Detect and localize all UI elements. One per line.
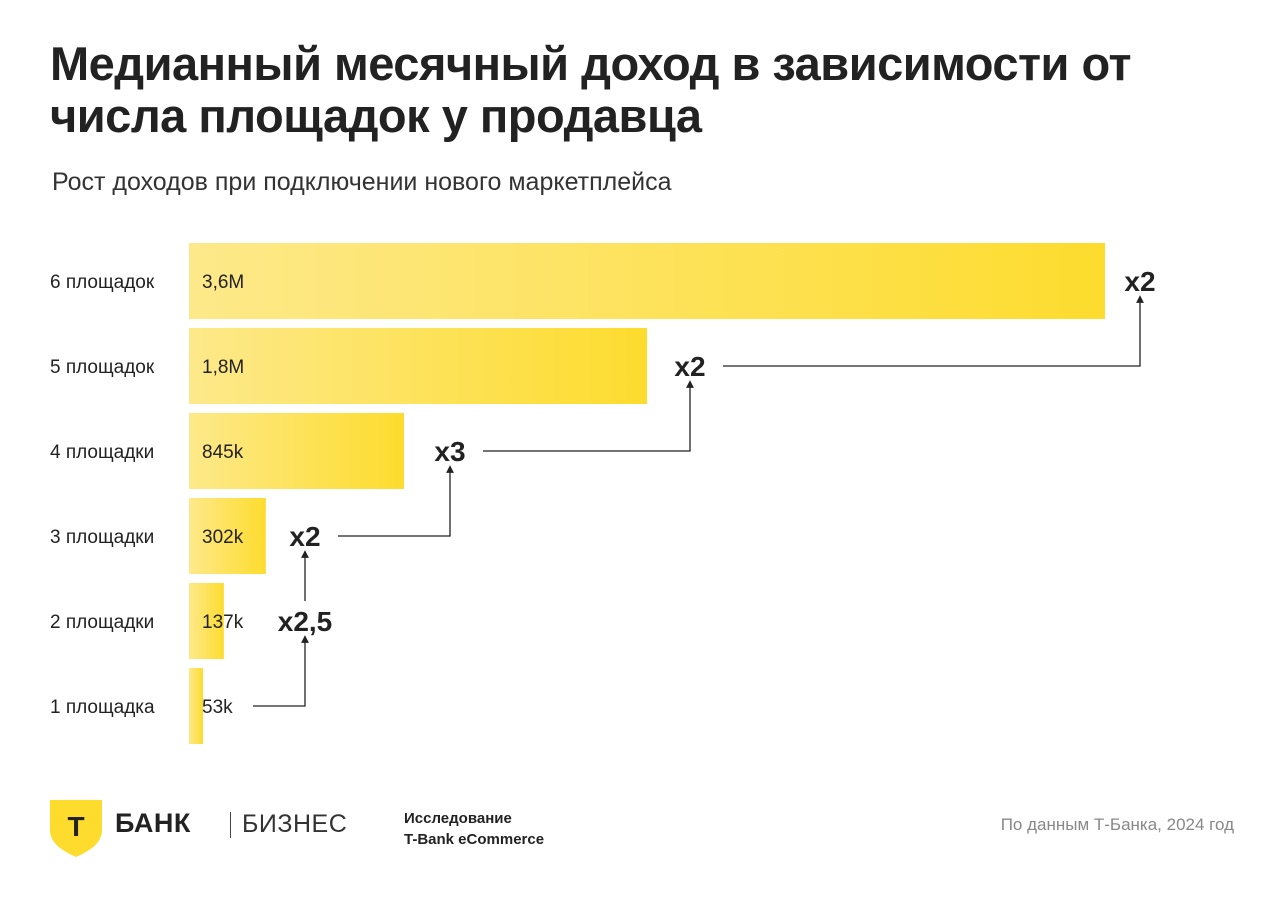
growth-multiplier-label: x2 xyxy=(674,351,705,382)
study-label: Исследование T-Bank eCommerce xyxy=(404,808,544,850)
growth-multiplier-label: x2,5 xyxy=(278,606,333,637)
category-label: 4 площадки xyxy=(50,442,154,463)
brand-name: БАНК xyxy=(115,808,191,838)
growth-arrow xyxy=(253,635,309,707)
logo-letter: Т xyxy=(67,811,84,842)
category-label: 1 площадка xyxy=(50,697,155,718)
bar xyxy=(189,413,405,489)
growth-arrow xyxy=(483,380,694,452)
category-label: 6 площадок xyxy=(50,272,155,293)
study-line-2: T-Bank eCommerce xyxy=(404,831,545,848)
category-label: 2 площадки xyxy=(50,612,154,633)
value-label: 302k xyxy=(202,527,244,548)
growth-multiplier-label: x2 xyxy=(289,521,320,552)
bar xyxy=(189,668,203,744)
bar xyxy=(189,498,266,574)
brand-divider xyxy=(230,812,231,838)
value-label: 137k xyxy=(202,612,244,633)
bar xyxy=(189,243,1105,319)
tbank-logo-icon: Т xyxy=(50,800,102,857)
value-label: 53k xyxy=(202,697,233,718)
bar xyxy=(189,583,224,659)
chart-subtitle: Рост доходов при подключении нового марк… xyxy=(52,168,672,196)
value-label: 845k xyxy=(202,442,244,463)
value-label: 1,8M xyxy=(202,357,244,378)
category-label: 5 площадок xyxy=(50,357,155,378)
value-label: 3,6M xyxy=(202,272,244,293)
source-note: По данным Т-Банка, 2024 год xyxy=(1000,815,1234,834)
bar-chart: 6 площадок 3,6M 5 площадок 1,8M 4 площадки 84… xyxy=(50,243,1156,744)
growth-multiplier-label: x3 xyxy=(434,436,465,467)
growth-arrow xyxy=(338,465,454,537)
growth-arrow xyxy=(723,295,1144,367)
category-label: 3 площадки xyxy=(50,527,154,548)
growth-multiplier-label: x2 xyxy=(1124,266,1155,297)
brand-subtitle: БИЗНЕС xyxy=(242,810,348,838)
study-line-1: Исследование xyxy=(404,810,512,827)
chart-title: Медианный месячный доход в зависимости о… xyxy=(50,37,1132,142)
bar xyxy=(189,328,647,404)
